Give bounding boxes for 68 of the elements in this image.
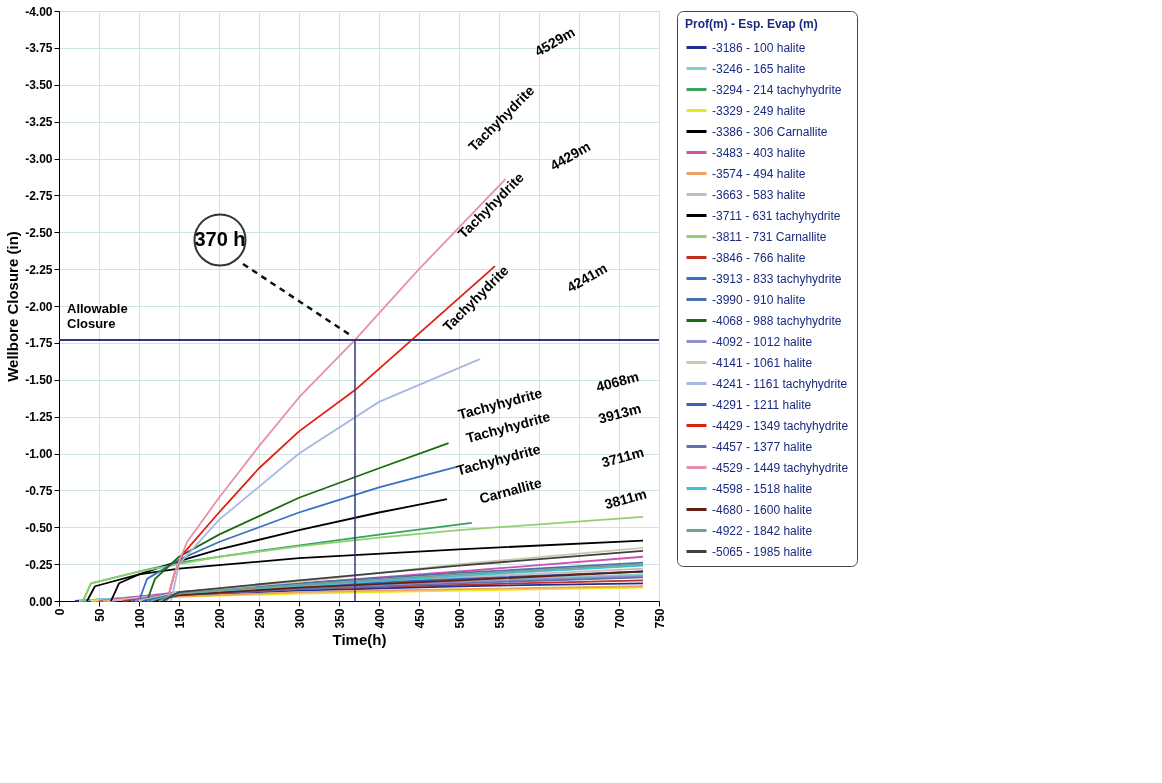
y-tick-label: -3.25 [25,115,53,130]
legend-label: -5065 - 1985 halite [712,544,813,559]
legend-label: -3483 - 403 halite [712,145,806,160]
annotation: 3811m [602,485,649,513]
x-tick-label: 500 [452,608,467,629]
x-tick-label: 650 [572,608,587,629]
y-tick-label: -3.00 [25,152,53,166]
legend-label: -4922 - 1842 halite [712,523,813,538]
legend-label: -4529 - 1449 tachyhydrite [712,460,849,475]
x-tick-label: 700 [612,608,627,629]
x-tick-label: 50 [92,608,107,622]
x-tick-label: 100 [132,608,147,629]
legend-label: -4141 - 1061 halite [712,355,813,370]
x-tick-label: 450 [412,608,427,629]
legend-label: -4092 - 1012 halite [712,334,813,349]
x-tick-label: 550 [492,608,507,629]
legend-label: -4680 - 1600 halite [712,502,813,517]
legend-label: -3663 - 583 halite [712,187,806,202]
y-tick-label: -3.75 [25,41,53,56]
legend-label: -3711 - 631 tachyhydrite [712,208,841,223]
x-axis-title: Time(h) [332,630,387,648]
y-tick-label: -0.25 [25,557,53,572]
y-tick-label: -2.00 [25,299,53,314]
legend-label: -3386 - 306 Carnallite [712,124,828,139]
legend-label: -4457 - 1377 halite [712,439,813,454]
x-tick-label: 400 [372,608,387,629]
legend-title: Prof(m) - Esp. Evap (m) [685,17,818,31]
y-tick-label: -1.25 [25,410,53,425]
legend-label: -3846 - 766 halite [712,250,806,265]
x-tick-label: 250 [252,608,267,629]
legend-label: -3574 - 494 halite [712,166,806,181]
annotation: 3913m [596,399,643,427]
legend-label: -3913 - 833 tachyhydrite [712,271,842,286]
legend-label: -3294 - 214 tachyhydrite [712,82,842,97]
annotation: 3711m [599,443,646,471]
legend-label: -4598 - 1518 halite [712,481,813,496]
y-tick-label: -2.75 [25,188,53,203]
legend-label: -4291 - 1211 halite [712,397,812,412]
annotation: 4068m [594,368,641,395]
x-tick-label: 750 [652,608,667,629]
x-tick-label: 150 [172,608,187,629]
y-tick-label: -3.50 [25,78,53,93]
y-tick-label: -2.50 [25,225,53,240]
y-tick-label: -1.50 [25,373,53,388]
y-tick-label: -2.25 [25,262,53,277]
y-axis-title: Wellbore Closure (in) [4,231,22,382]
y-tick-label: 0.00 [29,594,53,609]
x-tick-label: 0 [52,608,67,616]
legend-label: -3329 - 249 halite [712,103,806,118]
x-tick-label: 300 [292,608,307,629]
x-tick-label: 350 [332,608,347,629]
legend-label: -4068 - 988 tachyhydrite [712,313,842,328]
ref-line-label: Allowable Closure [67,300,128,331]
y-tick-label: -0.75 [25,483,53,498]
x-tick-label: 200 [212,608,227,629]
legend-label: -3186 - 100 halite [712,40,806,55]
y-tick-label: -1.00 [25,447,53,461]
y-tick-label: -0.50 [25,520,53,535]
annotation: Carnallite [477,474,544,507]
legend-label: -3246 - 165 halite [712,61,806,76]
y-tick-label: -1.75 [25,336,53,351]
ref-line-label: 370 h [194,227,246,250]
legend-label: -3811 - 731 Carnallite [712,229,827,244]
y-tick-label: -4.00 [25,4,53,19]
x-tick-label: 600 [532,608,547,629]
legend-label: -3990 - 910 halite [712,292,806,307]
legend-label: -4241 - 1161 tachyhydrite [712,376,848,391]
legend-label: -4429 - 1349 tachyhydrite [712,418,849,433]
